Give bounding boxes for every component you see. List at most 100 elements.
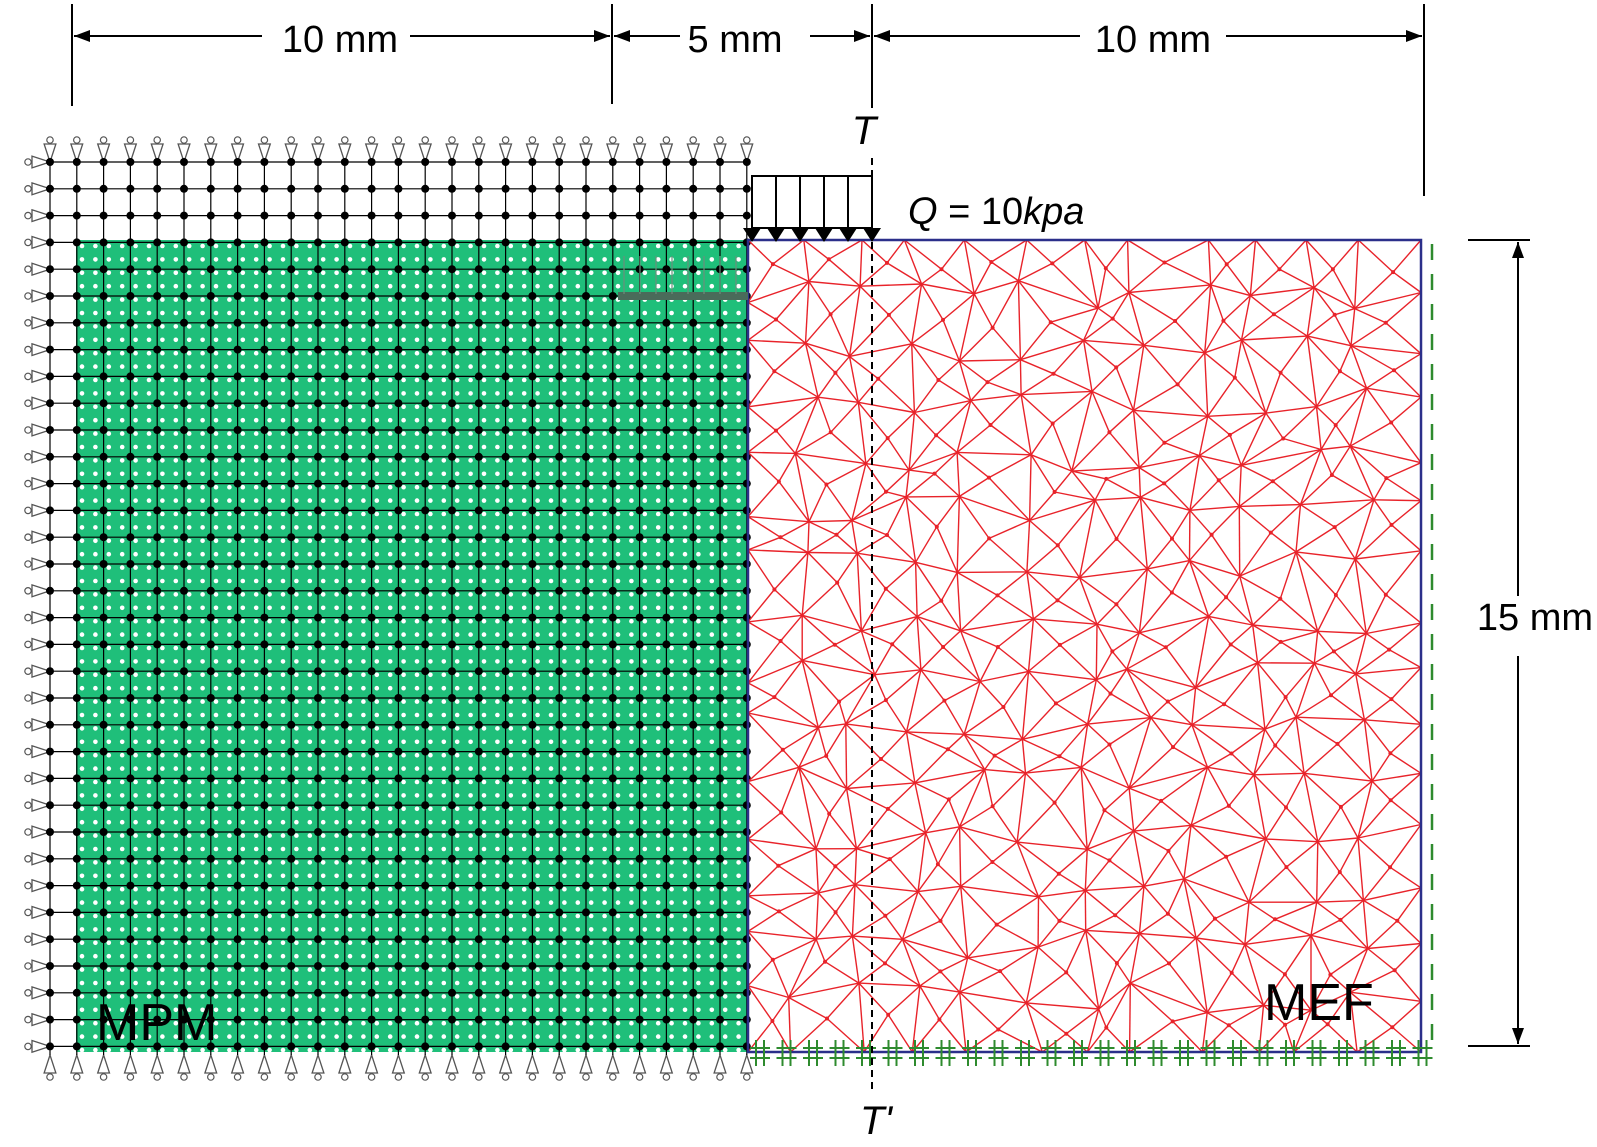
grid-node — [636, 158, 644, 166]
mpm-particle — [656, 927, 661, 932]
mpm-particle — [334, 552, 339, 557]
mpm-particle — [160, 766, 165, 771]
mpm-particle — [174, 807, 179, 812]
mpm-particle — [200, 297, 205, 302]
mpm-particle — [334, 1034, 339, 1039]
mpm-particle — [522, 713, 527, 718]
mpm-particle — [174, 244, 179, 249]
grid-node — [475, 372, 483, 380]
mpm-particle — [375, 914, 380, 919]
mpm-particle — [93, 512, 98, 517]
mpm-particle — [160, 887, 165, 892]
mpm-particle — [696, 311, 701, 316]
mpm-particle — [254, 552, 259, 557]
mpm-particle — [174, 284, 179, 289]
mpm-particle — [455, 1048, 460, 1053]
mpm-particle — [629, 686, 634, 691]
grid-node — [73, 265, 81, 273]
mpm-particle — [522, 579, 527, 584]
mpm-particle — [227, 941, 232, 946]
mpm-particle — [241, 713, 246, 718]
grid-node — [207, 238, 215, 246]
mpm-particle — [227, 994, 232, 999]
fem-edge — [1056, 703, 1088, 724]
mpm-particle — [133, 431, 138, 436]
mpm-particle — [576, 606, 581, 611]
mpm-particle — [214, 579, 219, 584]
fem-edge — [852, 521, 887, 536]
mpm-particle — [455, 699, 460, 704]
fem-edge — [1340, 371, 1367, 388]
mpm-particle — [710, 927, 715, 932]
grid-node — [46, 292, 54, 300]
roller-wheel — [25, 159, 31, 165]
mpm-particle — [696, 445, 701, 450]
mpm-particle — [254, 1021, 259, 1026]
mpm-particle — [241, 659, 246, 664]
grid-node — [662, 372, 670, 380]
mpm-particle — [710, 874, 715, 879]
mpm-particle — [562, 981, 567, 986]
grid-node — [555, 748, 563, 756]
mpm-particle — [308, 927, 313, 932]
mpm-particle — [160, 941, 165, 946]
mpm-particle — [348, 1021, 353, 1026]
mpm-particle — [348, 592, 353, 597]
mpm-particle — [200, 418, 205, 423]
fem-edge — [1374, 478, 1386, 500]
mpm-particle — [308, 887, 313, 892]
mpm-particle — [321, 753, 326, 758]
fem-edge — [971, 401, 991, 425]
grid-node — [394, 212, 402, 220]
mpm-particle — [120, 485, 125, 490]
mpm-particle — [281, 900, 286, 905]
mpm-particle — [522, 257, 527, 262]
mpm-particle — [254, 579, 259, 584]
roller-wheel — [208, 137, 214, 143]
mpm-particle — [160, 552, 165, 557]
mpm-particle — [455, 833, 460, 838]
fem-edge — [957, 452, 989, 477]
mpm-particle — [147, 686, 152, 691]
mpm-particle — [549, 418, 554, 423]
fem-edge — [748, 431, 776, 453]
mpm-particle — [241, 740, 246, 745]
mpm-particle — [187, 525, 192, 530]
grid-node — [260, 399, 268, 407]
mpm-particle — [281, 847, 286, 852]
fem-edge — [941, 601, 960, 631]
mpm-particle — [468, 927, 473, 932]
grid-node — [153, 480, 161, 488]
grid-node — [662, 426, 670, 434]
mpm-particle — [133, 445, 138, 450]
mpm-particle — [736, 324, 741, 329]
fem-node — [772, 588, 776, 592]
mpm-particle — [375, 793, 380, 798]
mpm-particle — [602, 726, 607, 731]
mpm-particle — [656, 967, 661, 972]
mpm-particle — [549, 525, 554, 530]
roller-wheel — [529, 137, 535, 143]
mpm-particle — [80, 324, 85, 329]
mpm-particle — [267, 753, 272, 758]
grid-node — [260, 319, 268, 327]
mpm-particle — [160, 954, 165, 959]
grid-node — [421, 828, 429, 836]
mpm-particle — [723, 324, 728, 329]
mpm-particle — [683, 646, 688, 651]
grid-node — [260, 453, 268, 461]
mpm-particle — [602, 579, 607, 584]
grid-node — [743, 212, 751, 220]
mpm-particle — [401, 686, 406, 691]
mpm-particle — [120, 606, 125, 611]
mpm-particle — [643, 244, 648, 249]
grid-node — [368, 238, 376, 246]
mpm-particle — [267, 927, 272, 932]
mpm-particle — [643, 472, 648, 477]
mpm-particle — [294, 271, 299, 276]
fem-edge — [1301, 450, 1322, 505]
fem-node — [940, 267, 944, 271]
fem-edge — [781, 537, 808, 552]
mpm-particle — [214, 686, 219, 691]
